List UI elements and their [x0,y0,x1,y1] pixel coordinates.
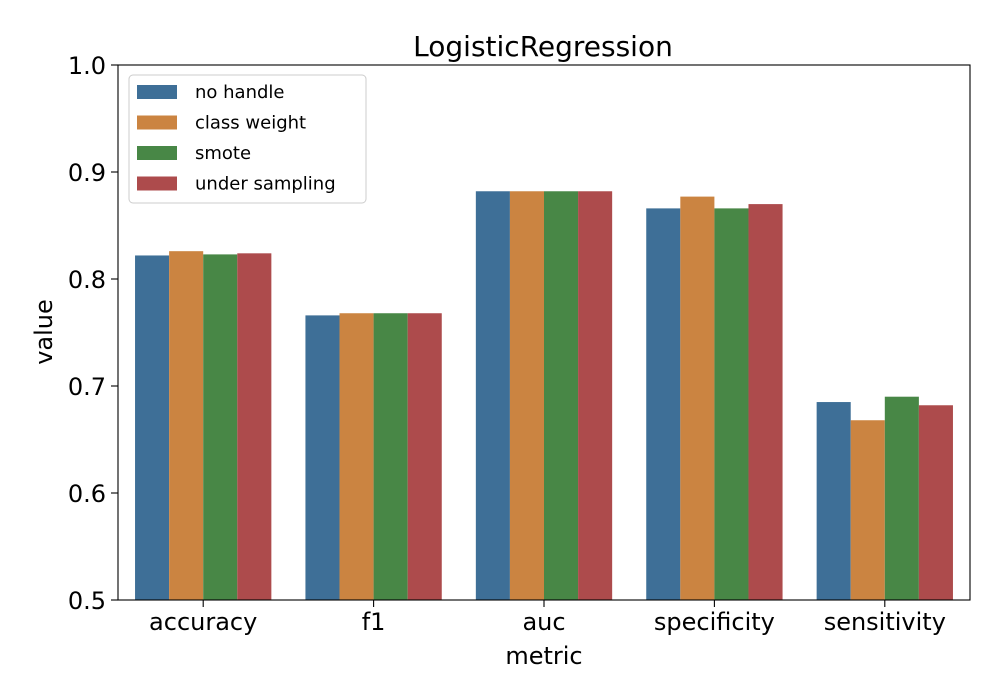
y-tick-label: 0.7 [68,373,106,401]
bar-specificity-under-sampling [748,204,783,600]
bar-accuracy-class-weight [169,251,204,600]
legend-swatch-under-sampling [137,176,177,191]
x-tick-label: auc [522,608,565,636]
x-axis: accuracy f1 auc specificity sensitivity [149,600,946,636]
x-tick-label: accuracy [149,608,257,636]
y-tick-label: 0.5 [68,587,106,615]
bar-auc-no-handle [475,191,510,600]
legend-label-under-sampling: under sampling [195,174,336,195]
bar-f1-smote [373,313,408,600]
bar-specificity-no-handle [646,208,681,600]
bar-f1-class-weight [339,313,374,600]
legend-swatch-no-handle [137,85,177,99]
bar-accuracy-smote [203,254,238,600]
chart-title: LogisticRegression [413,30,673,63]
y-tick-label: 0.6 [68,480,106,508]
x-tick-label: specificity [654,608,775,636]
bar-specificity-class-weight [680,196,715,601]
y-axis: 0.5 0.6 0.7 0.8 0.9 1.0 [68,52,118,615]
bar-specificity-smote [714,208,749,600]
bar-sensitivity-under-sampling [918,405,953,600]
bar-sensitivity-smote [884,396,919,600]
bars-group [135,191,953,601]
x-tick-label: f1 [362,608,386,636]
bar-accuracy-no-handle [135,255,170,600]
legend-label-class-weight: class weight [195,113,306,134]
bar-sensitivity-class-weight [850,420,885,600]
bar-auc-smote [544,191,579,600]
bar-auc-class-weight [509,191,544,600]
bar-sensitivity-no-handle [816,402,851,600]
legend: no handle class weight smote under sampling [128,74,367,204]
legend-label-smote: smote [195,143,251,164]
y-tick-label: 0.9 [68,159,106,187]
bar-accuracy-under-sampling [237,253,272,600]
legend-label-no-handle: no handle [195,82,285,103]
legend-swatch-smote [137,146,177,160]
legend-swatch-class-weight [137,115,177,130]
bar-f1-no-handle [305,315,340,600]
y-tick-label: 1.0 [68,52,106,80]
legend-box [128,74,367,204]
y-axis-title: value [30,299,58,365]
x-axis-title: metric [505,642,582,670]
x-tick-label: sensitivity [824,608,946,636]
bar-f1-under-sampling [407,313,442,600]
bar-auc-under-sampling [578,191,613,600]
y-tick-label: 0.8 [68,266,106,294]
